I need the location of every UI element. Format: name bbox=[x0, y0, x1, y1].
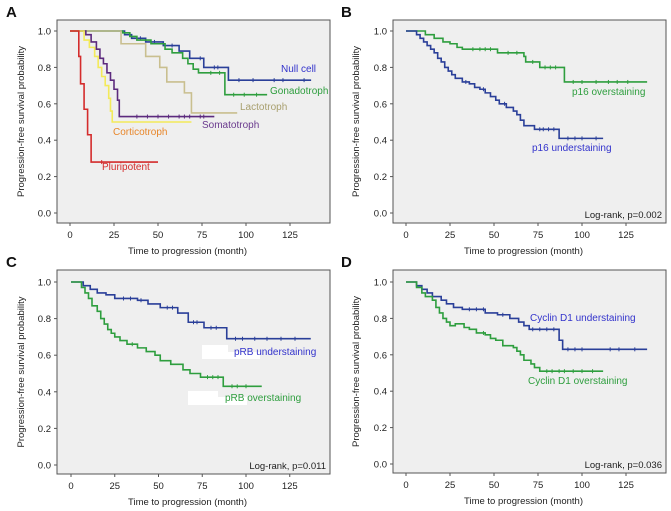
y-tick-label: 0.6 bbox=[374, 350, 387, 361]
y-tick-label: 0.0 bbox=[374, 460, 387, 471]
x-tick-label: 125 bbox=[282, 230, 298, 241]
y-tick-label: 0.0 bbox=[38, 461, 51, 472]
panel-letter: A bbox=[6, 4, 17, 21]
y-tick-label: 0.2 bbox=[38, 424, 51, 435]
panel-letter: B bbox=[341, 4, 352, 21]
x-tick-label: 125 bbox=[282, 481, 298, 492]
label-mask bbox=[228, 352, 260, 359]
km-curve-p16-understaining bbox=[406, 30, 604, 140]
series-label: p16 overstaining bbox=[572, 87, 645, 98]
y-axis-label: Progression-free survival probability bbox=[351, 46, 362, 197]
series-label: Gonadotroph bbox=[270, 86, 328, 97]
panel-letter: D bbox=[341, 254, 352, 271]
x-tick-label: 125 bbox=[618, 480, 634, 491]
x-tick-label: 25 bbox=[109, 481, 120, 492]
km-curve-prb-overstaining bbox=[71, 281, 262, 388]
plot-area bbox=[56, 19, 331, 224]
x-tick-label: 125 bbox=[618, 230, 634, 241]
plot-area bbox=[392, 269, 667, 474]
series-label: Somatotroph bbox=[202, 120, 259, 131]
series-label: Pluripotent bbox=[102, 162, 150, 173]
x-tick-label: 50 bbox=[489, 480, 500, 491]
x-axis-label: Time to progression (month) bbox=[464, 496, 583, 507]
x-axis-label: Time to progression (month) bbox=[128, 497, 247, 508]
km-curve-gonadotroph bbox=[70, 30, 268, 96]
series-label: pRB understaining bbox=[234, 347, 316, 358]
label-mask bbox=[202, 345, 228, 359]
x-tick-label: 75 bbox=[197, 230, 208, 241]
x-tick-label: 0 bbox=[67, 230, 72, 241]
y-tick-label: 0.4 bbox=[374, 387, 387, 398]
x-tick-label: 75 bbox=[197, 481, 208, 492]
panel-d: D 0.0 0.2 0.4 0.6 0.8 1.0 0 25 50 75 100 125 Time to… bbox=[341, 254, 667, 507]
y-tick-label: 0.4 bbox=[38, 387, 51, 398]
km-curve-cyclin-d1-understaining bbox=[406, 281, 648, 351]
series-label: Cyclin D1 overstaining bbox=[528, 376, 628, 387]
y-tick-label: 0.6 bbox=[38, 351, 51, 362]
y-axis-label: Progression-free survival probability bbox=[351, 296, 362, 447]
x-tick-label: 0 bbox=[403, 230, 408, 241]
x-tick-label: 75 bbox=[533, 230, 544, 241]
y-tick-label: 0.8 bbox=[38, 63, 51, 74]
y-tick-label: 0.8 bbox=[374, 314, 387, 325]
x-axis-label: Time to progression (month) bbox=[464, 246, 583, 257]
y-axis-label: Progression-free survival probability bbox=[16, 296, 27, 447]
plot-area bbox=[392, 19, 667, 224]
y-tick-label: 0.6 bbox=[38, 99, 51, 110]
y-tick-label: 0.2 bbox=[374, 172, 387, 183]
y-tick-label: 0.0 bbox=[374, 209, 387, 220]
series-label: Lactotroph bbox=[240, 102, 287, 113]
x-tick-label: 0 bbox=[68, 481, 73, 492]
y-tick-label: 0.4 bbox=[38, 136, 51, 147]
y-tick-label: 1.0 bbox=[38, 27, 51, 38]
y-tick-label: 0.2 bbox=[38, 172, 51, 183]
x-tick-label: 0 bbox=[403, 480, 408, 491]
y-axis-label: Progression-free survival probability bbox=[16, 46, 27, 197]
panel-c: C 0.0 0.2 0.4 0.6 0.8 1.0 0 25 50 75 100 125 Time to… bbox=[6, 254, 331, 508]
y-tick-label: 0.0 bbox=[38, 209, 51, 220]
label-mask bbox=[188, 391, 218, 405]
km-curve-cyclin-d1-overstaining bbox=[406, 281, 604, 372]
x-tick-label: 25 bbox=[445, 230, 456, 241]
y-tick-label: 1.0 bbox=[374, 278, 387, 289]
x-tick-label: 50 bbox=[153, 481, 164, 492]
km-curve-pluripotent bbox=[70, 30, 158, 163]
panel-b: B 0.0 0.2 0.4 0.6 0.8 1.0 0 25 50 75 100 125 Time to… bbox=[341, 4, 667, 257]
x-tick-label: 25 bbox=[109, 230, 120, 241]
x-tick-label: 25 bbox=[445, 480, 456, 491]
km-curve-corticotroph bbox=[70, 30, 192, 123]
series-label: Null cell bbox=[281, 64, 316, 75]
label-mask bbox=[213, 397, 247, 405]
x-tick-label: 100 bbox=[238, 481, 254, 492]
series-label: Corticotroph bbox=[113, 127, 167, 138]
series-label: pRB overstaining bbox=[225, 393, 301, 404]
x-tick-label: 100 bbox=[238, 230, 254, 241]
panel-a: A 0.0 0.2 0.4 0.6 0.8 1.0 0 25 50 75 100 125 Time to… bbox=[6, 4, 331, 257]
series-label: p16 understaining bbox=[532, 143, 612, 154]
km-curve-prb-understaining bbox=[71, 281, 311, 340]
y-tick-label: 0.4 bbox=[374, 136, 387, 147]
plot-area bbox=[56, 269, 331, 475]
y-tick-label: 0.8 bbox=[38, 314, 51, 325]
log-rank-annotation: Log-rank, p=0.011 bbox=[249, 461, 326, 472]
x-tick-label: 50 bbox=[153, 230, 164, 241]
y-tick-label: 1.0 bbox=[374, 27, 387, 38]
y-tick-label: 1.0 bbox=[38, 278, 51, 289]
panel-letter: C bbox=[6, 254, 17, 271]
x-axis-label: Time to progression (month) bbox=[128, 246, 247, 257]
km-curve-somatotroph bbox=[70, 30, 215, 118]
x-tick-label: 75 bbox=[533, 480, 544, 491]
x-tick-label: 100 bbox=[574, 230, 590, 241]
y-tick-label: 0.2 bbox=[374, 423, 387, 434]
y-tick-label: 0.8 bbox=[374, 63, 387, 74]
log-rank-annotation: Log-rank, p=0.002 bbox=[585, 210, 662, 221]
y-tick-label: 0.6 bbox=[374, 99, 387, 110]
x-tick-label: 50 bbox=[489, 230, 500, 241]
x-tick-label: 100 bbox=[574, 480, 590, 491]
km-curve-lactotroph bbox=[70, 30, 238, 114]
series-label: Cyclin D1 understaining bbox=[530, 313, 636, 324]
log-rank-annotation: Log-rank, p=0.036 bbox=[585, 460, 662, 471]
km-curve-p16-overstaining bbox=[406, 30, 648, 83]
